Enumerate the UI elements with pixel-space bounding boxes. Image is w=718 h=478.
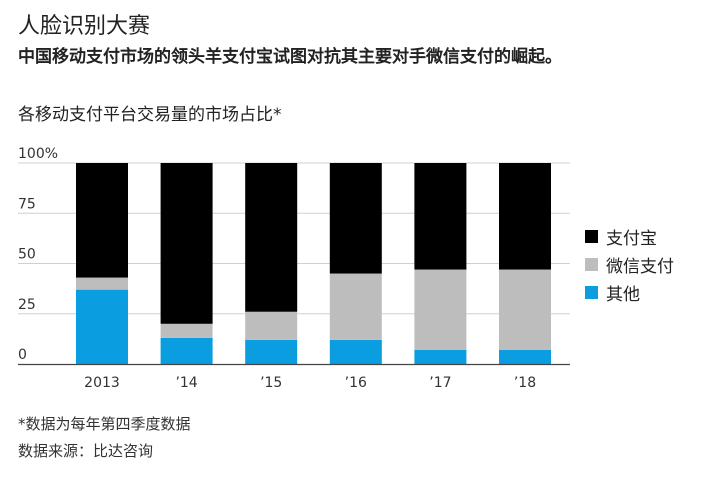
bar-segment	[245, 339, 298, 364]
page-title: 人脸识别大赛	[18, 14, 151, 39]
bar-segment	[499, 349, 551, 364]
bar-segment	[160, 337, 213, 364]
y-tick-label: 100%	[18, 146, 58, 162]
chart-legend: 支付宝 微信支付 其他	[585, 222, 674, 306]
y-tick-label: 50	[18, 247, 36, 263]
bar-segment	[329, 273, 382, 340]
y-tick-label: 25	[18, 297, 36, 313]
legend-label-other: 其他	[606, 284, 640, 305]
legend-item-alipay: 支付宝	[585, 222, 674, 250]
y-tick-label: 75	[18, 196, 36, 212]
x-tick-label: ’14	[175, 375, 197, 391]
source-note: 数据来源：比达咨询	[18, 442, 154, 460]
bar-segment	[499, 269, 551, 350]
legend-item-wechat-pay: 微信支付	[585, 250, 674, 278]
bar-segment	[329, 339, 382, 364]
y-tick-label: 0	[18, 347, 27, 363]
legend-label-wechat-pay: 微信支付	[606, 256, 674, 277]
legend-swatch-wechat-pay	[585, 257, 598, 271]
legend-label-alipay: 支付宝	[606, 228, 657, 249]
chart-title: 各移动支付平台交易量的市场占比*	[18, 105, 282, 125]
bar-segment	[245, 311, 298, 340]
bar-segment	[414, 163, 467, 270]
bar-segment	[76, 289, 128, 364]
x-tick-label: ’18	[514, 375, 536, 391]
bar-segment	[76, 277, 128, 290]
page-subtitle: 中国移动支付市场的领头羊支付宝试图对抗其主要对手微信支付的崛起。	[18, 47, 562, 67]
legend-swatch-other	[585, 285, 598, 299]
x-tick-label: ’17	[429, 375, 451, 391]
bar-segment	[245, 163, 298, 312]
x-tick-label: ’15	[260, 375, 282, 391]
legend-item-other: 其他	[585, 278, 674, 306]
legend-swatch-alipay	[585, 229, 598, 243]
bar-segment	[160, 163, 213, 324]
x-tick-label: 2013	[84, 375, 120, 391]
bar-segment	[499, 163, 551, 270]
bar-segment	[329, 163, 382, 274]
bar-segment	[160, 323, 213, 338]
bar-segment	[414, 349, 467, 364]
footnote: *数据为每年第四季度数据	[18, 415, 191, 433]
x-tick-label: ’16	[345, 375, 367, 391]
bar-segment	[76, 163, 128, 278]
bar-segment	[414, 269, 467, 350]
